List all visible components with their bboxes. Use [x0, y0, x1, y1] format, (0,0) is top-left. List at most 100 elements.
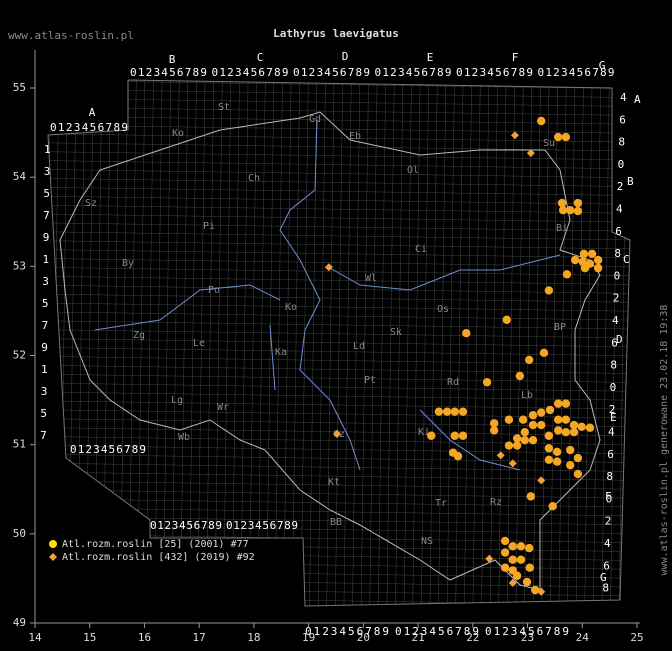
y-tick-label: 52	[13, 349, 26, 362]
row-digit: 8	[614, 247, 621, 260]
map-title: Lathyrus laevigatus	[273, 27, 399, 40]
point	[537, 420, 546, 430]
x-tick-label: 22	[466, 631, 479, 644]
region-label: Ci	[415, 244, 427, 255]
point	[544, 455, 554, 465]
row-letter: G	[600, 571, 607, 584]
region-label: Bi	[556, 223, 568, 234]
point	[545, 405, 555, 415]
row-letter: F	[605, 490, 612, 503]
y-tick-label: 50	[13, 527, 26, 540]
point	[516, 555, 526, 564]
x-tick-label: 25	[630, 631, 643, 644]
region-label: BB	[330, 517, 342, 528]
row-digit: 6	[619, 113, 626, 126]
digit-strip: 0123456789	[305, 625, 389, 638]
point	[570, 255, 580, 265]
region-label: Wr	[217, 402, 229, 413]
x-tick-label: 18	[247, 631, 260, 644]
digit-strip: 0123456789	[50, 121, 128, 134]
point	[518, 415, 528, 424]
point	[566, 205, 575, 215]
point	[544, 286, 554, 295]
region-label: By	[122, 258, 134, 269]
row-letter: B	[627, 175, 634, 188]
column-letter: A	[89, 106, 96, 119]
row-digit: 8	[618, 136, 625, 149]
left-row-digit: 7	[42, 319, 49, 332]
region-label: Lg	[171, 395, 183, 406]
region-label: Eb	[349, 131, 361, 142]
point	[573, 453, 583, 463]
y-tick-label: 51	[13, 438, 26, 451]
column-letter: D	[342, 50, 349, 63]
column-letter: G	[599, 59, 606, 72]
x-tick-label: 14	[28, 631, 42, 644]
legend-marker	[49, 553, 57, 561]
row-digit: 8	[602, 582, 609, 595]
point	[528, 411, 538, 420]
point	[525, 563, 534, 572]
point	[512, 571, 522, 580]
point	[508, 542, 517, 551]
digit-strip: 0123456789	[456, 66, 533, 79]
point	[553, 399, 563, 408]
point	[561, 132, 571, 142]
x-tick-label: 17	[193, 631, 206, 644]
row-digit: 8	[606, 470, 613, 483]
generated-note: www.atlas-roslin.pl generowane 23.02.18 …	[659, 305, 670, 576]
point	[580, 263, 590, 273]
point	[573, 198, 583, 208]
point	[528, 420, 538, 430]
point	[502, 315, 511, 325]
point	[566, 460, 575, 470]
point	[427, 431, 436, 440]
x-tick-label: 15	[83, 631, 96, 644]
region-label: Pt	[364, 375, 376, 386]
left-row-digit: 7	[40, 429, 47, 442]
row-letter: A	[634, 93, 641, 106]
row-letter: D	[616, 333, 623, 346]
region-label: Zg	[133, 330, 145, 341]
point	[566, 445, 575, 455]
row-digit: 4	[612, 314, 619, 327]
left-row-digit: 1	[44, 143, 51, 156]
point	[520, 436, 530, 445]
country-border	[59, 111, 601, 591]
point	[500, 548, 510, 557]
legend-label: Atl.rozm.roslin [432] (2019) #92	[62, 552, 255, 563]
point	[587, 249, 597, 259]
digit-strip: 0123456789	[70, 443, 146, 456]
x-tick-label: 20	[357, 631, 370, 644]
point	[528, 436, 538, 445]
row-digit: 0	[614, 269, 621, 282]
row-digit: 6	[607, 448, 614, 461]
point	[520, 427, 530, 437]
digit-strip: 0123456789	[485, 625, 569, 638]
point	[585, 423, 595, 432]
y-tick-label: 54	[13, 170, 27, 183]
region-label: Ka	[275, 347, 287, 358]
region-label: Su	[543, 138, 555, 149]
region-label: Ld	[353, 341, 365, 352]
region-label: Rz	[490, 497, 502, 508]
row-digit: 0	[618, 158, 625, 171]
column-letter: E	[427, 51, 434, 64]
region-label: Wl	[365, 273, 377, 284]
digit-strip: 0123456789	[538, 66, 615, 79]
x-tick-label: 16	[138, 631, 151, 644]
region-label: Sk	[390, 327, 402, 338]
point	[522, 577, 532, 587]
point	[510, 131, 519, 140]
x-tick-label: 23	[521, 631, 534, 644]
column-letter: B	[169, 53, 176, 66]
column-letter: C	[257, 51, 264, 64]
left-row-digit: 3	[41, 385, 48, 398]
point	[442, 407, 452, 416]
point	[561, 415, 571, 424]
grid-area	[47, 79, 631, 607]
point	[561, 399, 571, 408]
region-label: Wb	[178, 432, 190, 443]
point	[569, 420, 579, 430]
